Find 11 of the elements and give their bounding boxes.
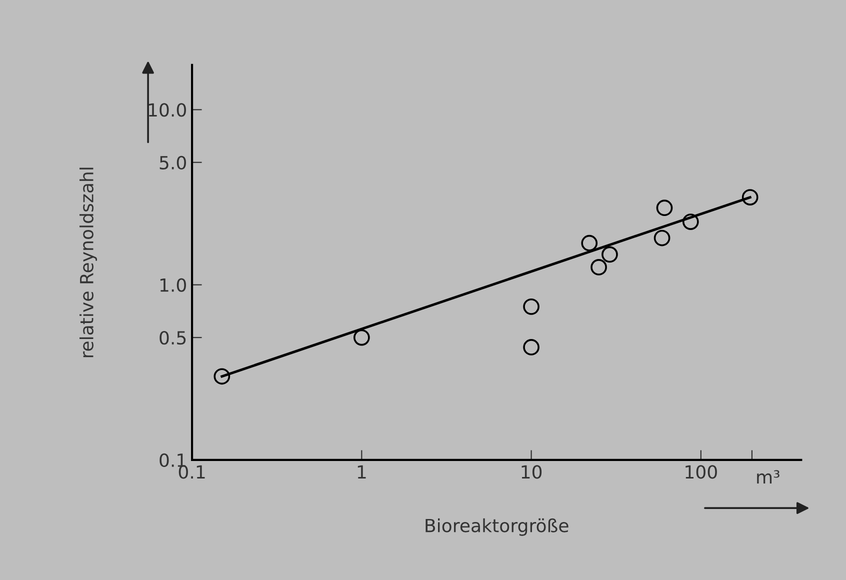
y-axis-title: relative Reynoldszahl xyxy=(80,168,97,358)
x-axis-title: Bioreaktorgröße xyxy=(426,518,568,536)
x-tick-label: 10 xyxy=(522,465,542,479)
y-tick-label: 1.0 xyxy=(160,278,186,292)
x-tick-label: 0.1 xyxy=(178,465,205,479)
y-tick-label: 0.5 xyxy=(160,330,186,345)
y-tick-label: 10.0 xyxy=(148,103,186,117)
x-tick-label: 100 xyxy=(686,465,717,479)
y-tick-label: 5.0 xyxy=(160,156,186,170)
text: m³ xyxy=(757,470,780,484)
x-tick-label: 1 xyxy=(358,465,366,479)
